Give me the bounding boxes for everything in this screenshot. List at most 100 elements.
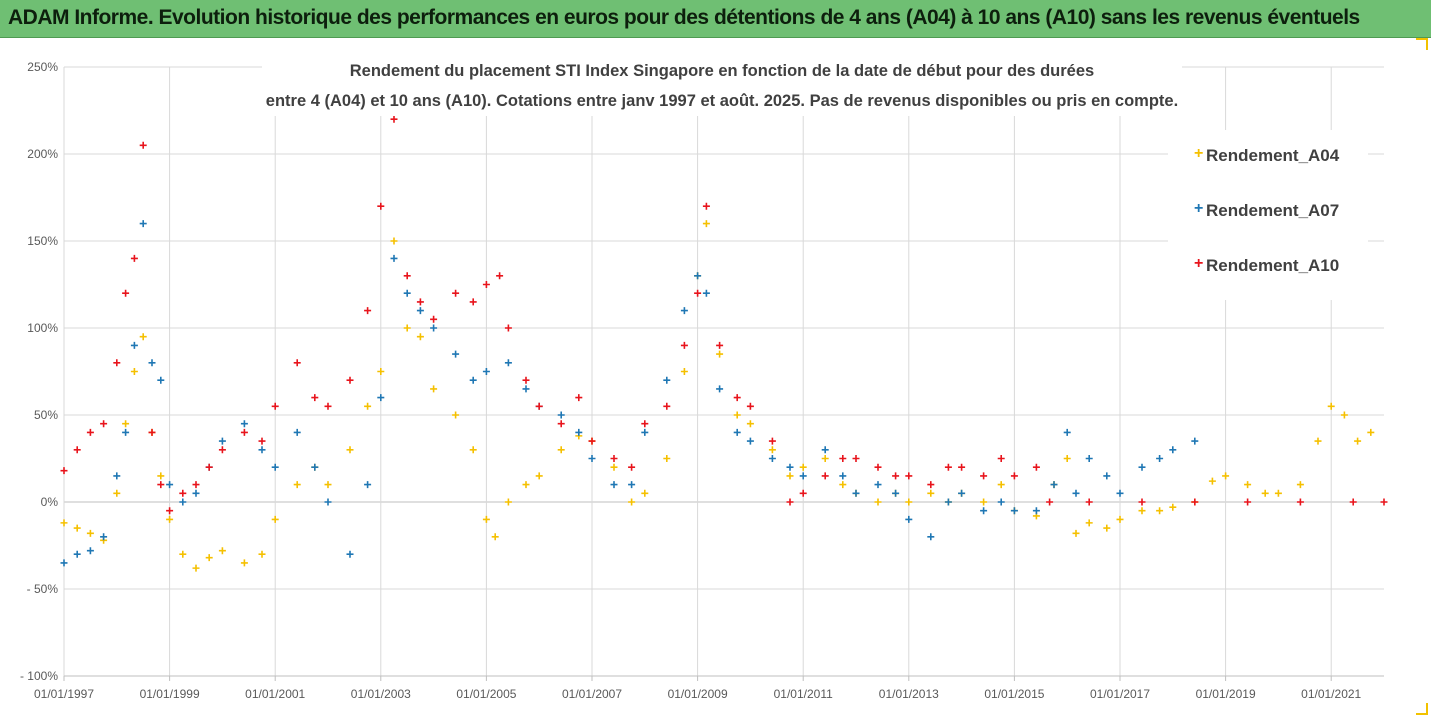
- data-point: [641, 489, 649, 497]
- data-point: [702, 289, 710, 297]
- data-point: [663, 455, 671, 462]
- data-point: [733, 411, 741, 419]
- data-point: [100, 533, 108, 541]
- data-point: [680, 341, 688, 349]
- data-point: [944, 498, 952, 506]
- data-point: [271, 402, 279, 410]
- legend-item-a04: + Rendement_A04: [1194, 145, 1339, 170]
- data-point: [113, 472, 121, 480]
- data-point: [1156, 455, 1164, 462]
- data-point: [905, 515, 913, 523]
- data-point: [1261, 489, 1269, 497]
- data-point: [768, 437, 776, 445]
- data-point: [179, 489, 187, 497]
- axis-layer: 250% 200% 150% 100% 50% 0% - 50% - 100% 01/01/19…: [20, 60, 1384, 701]
- chart-title-line1: Rendement du placement STI Index Singapo…: [349, 62, 1095, 80]
- x-tick-label: 01/01/2009: [668, 687, 728, 701]
- data-point: [905, 498, 913, 506]
- data-point: [416, 298, 424, 306]
- data-point: [786, 498, 794, 506]
- data-point: [1072, 529, 1080, 537]
- y-tick-label: 150%: [27, 234, 58, 248]
- data-point: [364, 481, 372, 489]
- legend-label-a10: Rendement_A10: [1206, 256, 1340, 275]
- data-point: [1156, 507, 1164, 515]
- data-point: [192, 489, 200, 497]
- data-point: [1116, 515, 1124, 523]
- data-point: [86, 428, 94, 436]
- data-point: [504, 324, 512, 332]
- data-point: [179, 498, 187, 506]
- data-point: [166, 507, 174, 515]
- data-point: [166, 515, 174, 523]
- data-point: [575, 428, 583, 436]
- data-point: [122, 428, 130, 436]
- data-point: [364, 307, 372, 315]
- data-point: [157, 472, 165, 480]
- data-point: [1208, 477, 1216, 485]
- y-tick-label: 0%: [41, 495, 59, 509]
- data-point: [557, 420, 565, 428]
- data-point: [839, 455, 847, 462]
- data-point: [205, 554, 213, 562]
- data-point: [469, 298, 477, 306]
- data-point: [1032, 507, 1040, 515]
- data-point: [944, 463, 952, 471]
- data-point: [1354, 437, 1362, 445]
- data-point: [258, 550, 266, 558]
- legend-item-a10: + Rendement_A10: [1194, 255, 1340, 280]
- data-point: [390, 237, 398, 245]
- data-point: [130, 368, 138, 375]
- x-tick-label: 01/01/2007: [562, 687, 622, 701]
- data-point: [258, 446, 266, 454]
- data-point: [86, 547, 94, 555]
- data-point: [1244, 498, 1252, 506]
- x-tick-label: 01/01/2015: [984, 687, 1044, 701]
- data-point: [311, 463, 319, 471]
- data-point: [240, 420, 248, 428]
- data-point: [469, 376, 477, 384]
- data-point: [218, 437, 226, 445]
- data-point: [482, 515, 490, 523]
- data-point: [786, 472, 794, 480]
- data-point: [73, 550, 81, 558]
- data-point: [122, 420, 130, 428]
- y-tick-label: 200%: [27, 147, 58, 161]
- data-point: [575, 394, 583, 402]
- data-point: [504, 359, 512, 367]
- data-point: [166, 481, 174, 489]
- data-point: [139, 333, 147, 341]
- x-tick-label: 01/01/1997: [34, 687, 94, 701]
- data-point: [1380, 498, 1388, 506]
- data-point: [716, 385, 724, 393]
- data-point: [522, 376, 530, 384]
- data-point: [821, 446, 829, 454]
- data-point: [799, 489, 807, 497]
- data-point: [874, 498, 882, 506]
- data-point: [491, 533, 499, 541]
- data-point: [958, 489, 966, 497]
- data-point: [768, 455, 776, 462]
- data-point: [535, 472, 543, 480]
- data-point: [271, 515, 279, 523]
- data-point: [148, 428, 156, 436]
- data-point: [1063, 455, 1071, 462]
- data-point: [892, 472, 900, 480]
- data-point: [157, 481, 165, 489]
- data-point: [1103, 524, 1111, 532]
- corner-mark-top-right: [1416, 38, 1428, 50]
- data-point: [192, 481, 200, 489]
- data-point: [390, 115, 398, 123]
- data-point: [218, 547, 226, 555]
- data-point: [1116, 489, 1124, 497]
- data-point: [980, 472, 988, 480]
- data-point: [452, 289, 460, 297]
- data-point: [390, 254, 398, 262]
- data-point: [1340, 411, 1348, 419]
- data-point: [733, 394, 741, 402]
- data-point: [1032, 463, 1040, 471]
- data-point: [60, 519, 68, 527]
- data-point: [1138, 507, 1146, 515]
- banner: ADAM Informe. Evolution historique des p…: [0, 0, 1431, 38]
- data-point: [1314, 437, 1322, 445]
